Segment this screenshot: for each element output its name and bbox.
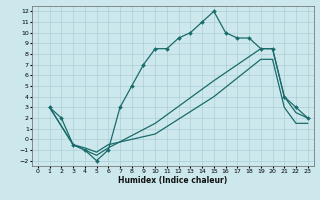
X-axis label: Humidex (Indice chaleur): Humidex (Indice chaleur) (118, 176, 228, 185)
